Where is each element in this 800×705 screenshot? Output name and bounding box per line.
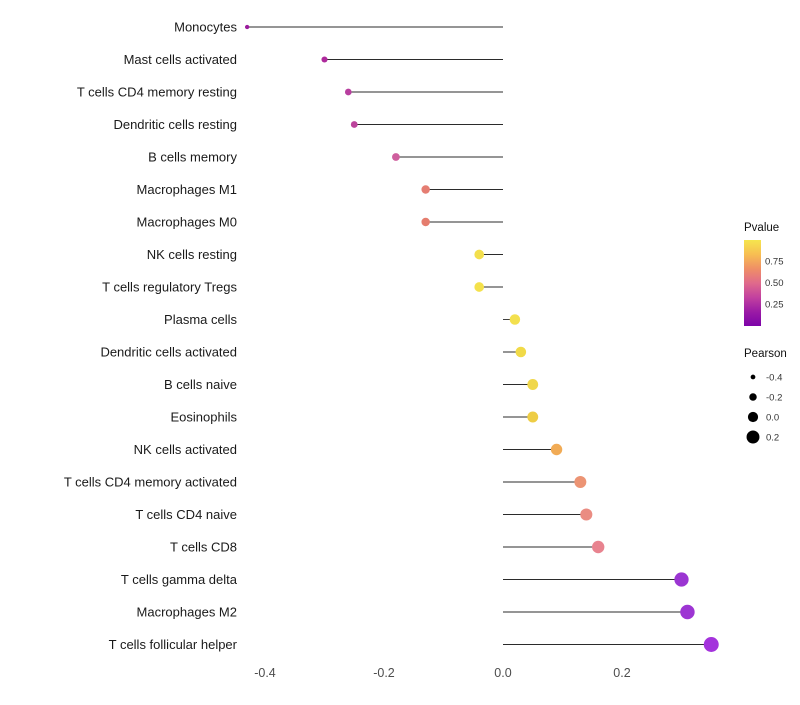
category-label: Dendritic cells resting xyxy=(113,117,237,132)
chart-row: NK cells resting xyxy=(147,247,503,262)
lollipop-dot xyxy=(350,121,358,128)
pearson-size-label: -0.4 xyxy=(766,372,782,383)
chart-row: Macrophages M1 xyxy=(137,182,503,197)
category-label: T cells gamma delta xyxy=(121,572,238,587)
lollipop-dot xyxy=(550,443,563,456)
lollipop-dot xyxy=(574,476,587,488)
lollipop-dot xyxy=(680,604,695,620)
category-label: NK cells resting xyxy=(147,247,237,262)
chart-row: Plasma cells xyxy=(164,312,521,327)
category-label: T cells CD4 naive xyxy=(135,507,237,522)
category-label: T cells CD4 memory resting xyxy=(77,85,237,100)
category-label: T cells CD8 xyxy=(170,540,237,555)
lollipop-dot xyxy=(580,508,593,521)
pvalue-tick-label: 0.25 xyxy=(765,300,784,311)
lollipop-dot xyxy=(703,637,719,652)
lollipop-dot xyxy=(474,249,485,260)
x-tick-label: -0.2 xyxy=(373,666,395,680)
chart-row: T cells follicular helper xyxy=(109,637,719,652)
pearson-size-dot xyxy=(750,374,756,380)
lollipop-dot xyxy=(474,282,485,292)
chart-row: B cells naive xyxy=(164,377,539,392)
chart-row: T cells CD4 memory resting xyxy=(77,85,503,100)
category-label: Macrophages M2 xyxy=(137,605,237,620)
category-label: Macrophages M0 xyxy=(137,215,237,230)
chart-row: Dendritic cells activated xyxy=(100,345,527,360)
chart-row: Dendritic cells resting xyxy=(113,117,503,132)
lollipop-dot xyxy=(527,379,539,390)
category-label: Mast cells activated xyxy=(124,52,237,67)
pvalue-legend-title: Pvalue xyxy=(744,222,779,234)
chart-row: T cells CD4 memory activated xyxy=(64,475,587,490)
chart-row: Eosinophils xyxy=(171,410,539,425)
x-tick-label: 0.0 xyxy=(494,666,511,680)
category-label: T cells CD4 memory activated xyxy=(64,475,237,490)
category-label: Macrophages M1 xyxy=(137,182,237,197)
category-label: Dendritic cells activated xyxy=(100,345,237,360)
category-label: B cells naive xyxy=(164,377,237,392)
x-tick-label: 0.2 xyxy=(613,666,630,680)
pearson-size-label: -0.2 xyxy=(766,392,782,403)
lollipop-dot xyxy=(321,56,328,63)
category-label: T cells regulatory Tregs xyxy=(102,280,237,295)
lollipop-dot xyxy=(592,540,605,554)
lollipop-dot xyxy=(674,572,689,587)
pvalue-tick-label: 0.50 xyxy=(765,278,784,289)
pearson-size-label: 0.2 xyxy=(766,432,779,443)
chart-row: T cells gamma delta xyxy=(121,572,689,587)
category-label: Monocytes xyxy=(174,20,237,35)
lollipop-dot xyxy=(344,88,352,96)
chart-row: Monocytes xyxy=(174,20,503,35)
category-label: Eosinophils xyxy=(171,410,238,425)
lollipop-dot xyxy=(509,314,521,325)
pvalue-tick-label: 0.75 xyxy=(765,257,784,268)
chart-row: Macrophages M0 xyxy=(137,215,503,230)
chart-row: Macrophages M2 xyxy=(137,605,695,620)
category-label: NK cells activated xyxy=(134,442,237,457)
chart-row: Mast cells activated xyxy=(124,52,503,67)
lollipop-dot xyxy=(421,185,430,194)
pearson-legend-title: Pearson xyxy=(744,348,787,360)
chart-row: T cells CD4 naive xyxy=(135,507,593,522)
category-label: Plasma cells xyxy=(164,312,237,327)
chart-row: T cells CD8 xyxy=(170,540,605,555)
chart-row: B cells memory xyxy=(148,150,503,165)
pearson-size-dot xyxy=(749,393,757,401)
chart-row: NK cells activated xyxy=(134,442,563,457)
pearson-size-label: 0.0 xyxy=(766,412,779,423)
lollipop-dot xyxy=(515,346,527,358)
pearson-size-dot xyxy=(746,430,760,444)
lollipop-dot xyxy=(244,24,250,30)
category-label: B cells memory xyxy=(148,150,237,165)
category-label: T cells follicular helper xyxy=(109,637,238,652)
lollipop-dot xyxy=(421,217,430,227)
chart-row: T cells regulatory Tregs xyxy=(102,280,503,295)
lollipop-dot xyxy=(527,411,539,423)
lollipop-dot xyxy=(392,153,400,161)
pvalue-colorbar xyxy=(744,240,761,326)
pearson-size-dot xyxy=(747,411,759,423)
x-tick-label: -0.4 xyxy=(254,666,276,680)
